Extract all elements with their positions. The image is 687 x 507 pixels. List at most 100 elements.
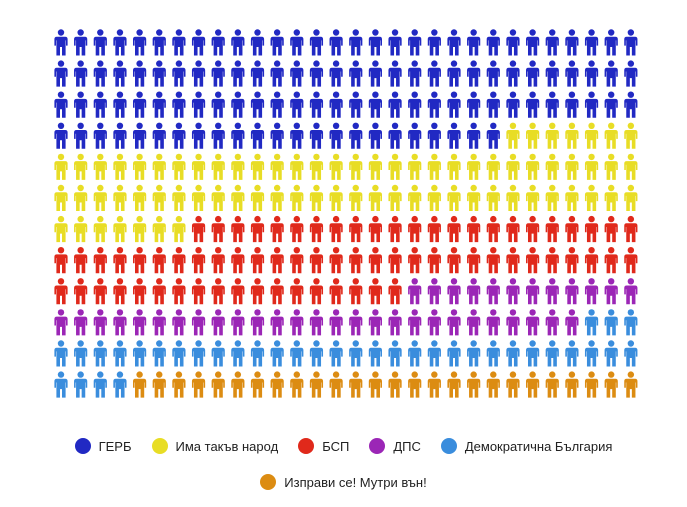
person-icon: Има такъв народ	[584, 122, 599, 149]
person-icon: Има такъв народ	[250, 184, 265, 211]
person-icon: Има такъв народ	[93, 184, 107, 211]
person-icon: Има такъв народ	[152, 153, 166, 180]
person-icon: Демократична България	[54, 371, 68, 398]
person-icon: ГЕРБ	[191, 91, 206, 118]
person-icon: ГЕРБ	[113, 91, 127, 118]
person-icon: ГЕРБ	[231, 29, 245, 56]
person-icon: ГЕРБ	[447, 91, 461, 118]
person-icon: Има такъв народ	[191, 184, 206, 211]
person-icon: Има такъв народ	[290, 153, 304, 180]
person-icon: Има такъв народ	[624, 153, 638, 180]
person-icon: Демократична България	[113, 371, 127, 398]
person-icon: Има такъв народ	[54, 184, 68, 211]
person-icon: ГЕРБ	[624, 29, 638, 56]
person-icon: Има такъв народ	[290, 184, 304, 211]
legend: ГЕРБ Има такъв народ БСП ДПС Демократичн…	[0, 438, 687, 454]
person-icon: Изправи се! Мутри вън!	[329, 371, 343, 398]
person-icon: ГЕРБ	[486, 60, 500, 87]
person-icon: ГЕРБ	[270, 60, 284, 87]
legend-swatch	[151, 438, 168, 454]
person-icon: ГЕРБ	[152, 60, 166, 87]
person-icon: БСП	[133, 278, 147, 305]
person-icon: БСП	[408, 215, 422, 243]
person-icon: БСП	[526, 215, 540, 243]
legend-item-itn[interactable]: Има такъв народ	[151, 438, 278, 454]
person-icon: Има такъв народ	[93, 215, 107, 243]
person-icon: Има такъв народ	[604, 184, 618, 211]
person-icon: Има такъв народ	[74, 215, 88, 243]
person-icon: БСП	[447, 215, 461, 243]
person-icon: ГЕРБ	[74, 60, 88, 87]
person-icon: БСП	[408, 247, 422, 274]
person-icon: ДПС	[152, 309, 166, 336]
person-icon: Има такъв народ	[565, 122, 579, 149]
person-icon: ГЕРБ	[447, 122, 461, 149]
person-icon: ДПС	[290, 309, 304, 336]
person-icon: Има такъв народ	[545, 122, 559, 149]
person-icon: БСП	[447, 247, 461, 274]
person-icon: Изправи се! Мутри вън!	[309, 371, 324, 398]
person-icon: Има такъв народ	[172, 184, 186, 211]
person-icon: БСП	[368, 215, 382, 243]
person-icon: ГЕРБ	[604, 60, 618, 87]
person-icon: Има такъв народ	[526, 184, 540, 211]
legend-item-gerb[interactable]: ГЕРБ	[74, 438, 132, 454]
person-icon: Демократична България	[584, 309, 599, 336]
person-icon: Има такъв народ	[329, 153, 343, 180]
person-icon: ГЕРБ	[526, 29, 540, 56]
person-icon: БСП	[152, 278, 166, 305]
person-icon: Изправи се! Мутри вън!	[545, 371, 559, 398]
person-icon: Има такъв народ	[93, 153, 107, 180]
person-icon: ГЕРБ	[290, 91, 304, 118]
person-icon: Има такъв народ	[506, 153, 520, 180]
legend-second-row: Изправи се! Мутри вън!	[0, 474, 687, 490]
person-icon: ДПС	[486, 278, 500, 305]
person-icon: Изправи се! Мутри вън!	[526, 371, 540, 398]
person-icon: Демократична България	[604, 340, 618, 367]
person-icon: Има такъв народ	[545, 153, 559, 180]
person-icon: ГЕРБ	[584, 29, 599, 56]
person-icon: Демократична България	[290, 340, 304, 367]
person-icon: Демократична България	[506, 340, 520, 367]
person-icon: БСП	[191, 278, 206, 305]
person-icon: Демократична България	[486, 340, 500, 367]
person-icon: ГЕРБ	[526, 60, 540, 87]
person-icon: ГЕРБ	[584, 60, 599, 87]
person-icon: БСП	[506, 215, 520, 243]
person-icon: Има такъв народ	[584, 153, 599, 180]
person-icon: БСП	[368, 278, 382, 305]
person-icon: БСП	[231, 215, 245, 243]
legend-swatch	[74, 438, 91, 454]
person-icon: БСП	[388, 278, 402, 305]
person-icon: БСП	[427, 215, 441, 243]
person-icon: Има такъв народ	[427, 153, 441, 180]
person-icon: ГЕРБ	[526, 91, 540, 118]
person-icon: Има такъв народ	[172, 153, 186, 180]
person-icon: БСП	[211, 215, 225, 243]
person-icon: ГЕРБ	[93, 60, 107, 87]
person-icon: ДПС	[486, 309, 500, 336]
person-icon: ГЕРБ	[250, 60, 265, 87]
person-icon: Има такъв народ	[231, 153, 245, 180]
person-icon: ГЕРБ	[54, 122, 68, 149]
person-icon: Изправи се! Мутри вън!	[250, 371, 265, 398]
person-icon: БСП	[486, 215, 500, 243]
legend-item-db[interactable]: Демократична България	[440, 438, 612, 454]
legend-item-izpravi[interactable]: Изправи се! Мутри вън!	[260, 474, 427, 490]
person-icon: ГЕРБ	[231, 122, 245, 149]
person-icon: ГЕРБ	[427, 60, 441, 87]
person-icon: ГЕРБ	[93, 29, 107, 56]
legend-item-bsp[interactable]: БСП	[298, 438, 349, 454]
person-icon: Демократична България	[349, 340, 363, 367]
legend-label: ДПС	[393, 438, 421, 454]
person-icon: ДПС	[427, 309, 441, 336]
person-icon: Изправи се! Мутри вън!	[133, 371, 147, 398]
person-icon: ДПС	[545, 278, 559, 305]
person-icon: БСП	[191, 215, 206, 243]
legend-item-dps[interactable]: ДПС	[369, 438, 421, 454]
person-icon: Има такъв народ	[152, 215, 166, 243]
person-icon: ГЕРБ	[349, 122, 363, 149]
person-icon: ГЕРБ	[486, 29, 500, 56]
person-icon: Има такъв народ	[152, 184, 166, 211]
pictogram-chart: ГЕРБ ГЕРБ ГЕРБ ГЕРБ ГЕРБ ГЕРБ ГЕРБ ГЕРБ ГЕРБ ГЕРБ…	[54, 29, 638, 398]
